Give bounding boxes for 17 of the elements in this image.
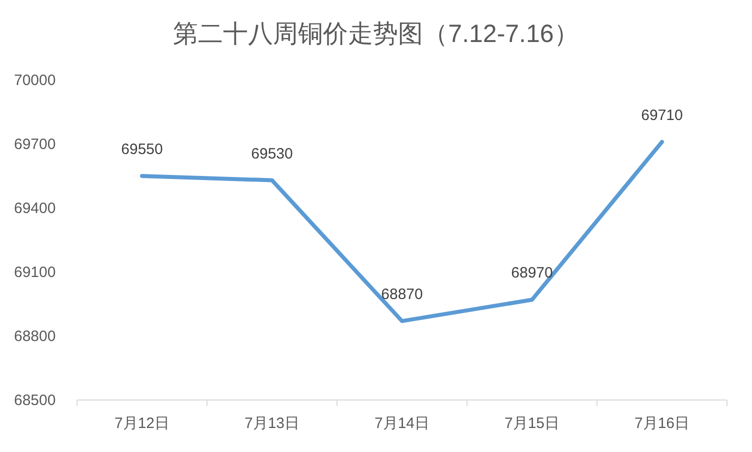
y-tick-label: 69100 xyxy=(14,264,56,281)
data-label: 69530 xyxy=(251,145,293,162)
data-label: 69550 xyxy=(121,141,163,158)
x-tick-label: 7月15日 xyxy=(504,415,560,432)
y-tick-label: 69400 xyxy=(14,200,56,217)
y-tick-label: 69700 xyxy=(14,136,56,153)
x-tick-label: 7月12日 xyxy=(114,415,170,432)
y-tick-label: 68500 xyxy=(14,392,56,409)
data-label: 69710 xyxy=(641,106,683,124)
x-tick-label: 7月16日 xyxy=(634,415,690,432)
x-tick-label: 7月13日 xyxy=(244,415,300,432)
chart-title: 第二十八周铜价走势图（7.12-7.16） xyxy=(173,20,579,48)
x-tick-label: 7月14日 xyxy=(374,415,430,432)
y-tick-label: 70000 xyxy=(14,72,56,89)
y-tick-label: 68800 xyxy=(14,328,56,345)
data-label: 68970 xyxy=(511,264,553,282)
data-label: 68870 xyxy=(381,286,423,304)
